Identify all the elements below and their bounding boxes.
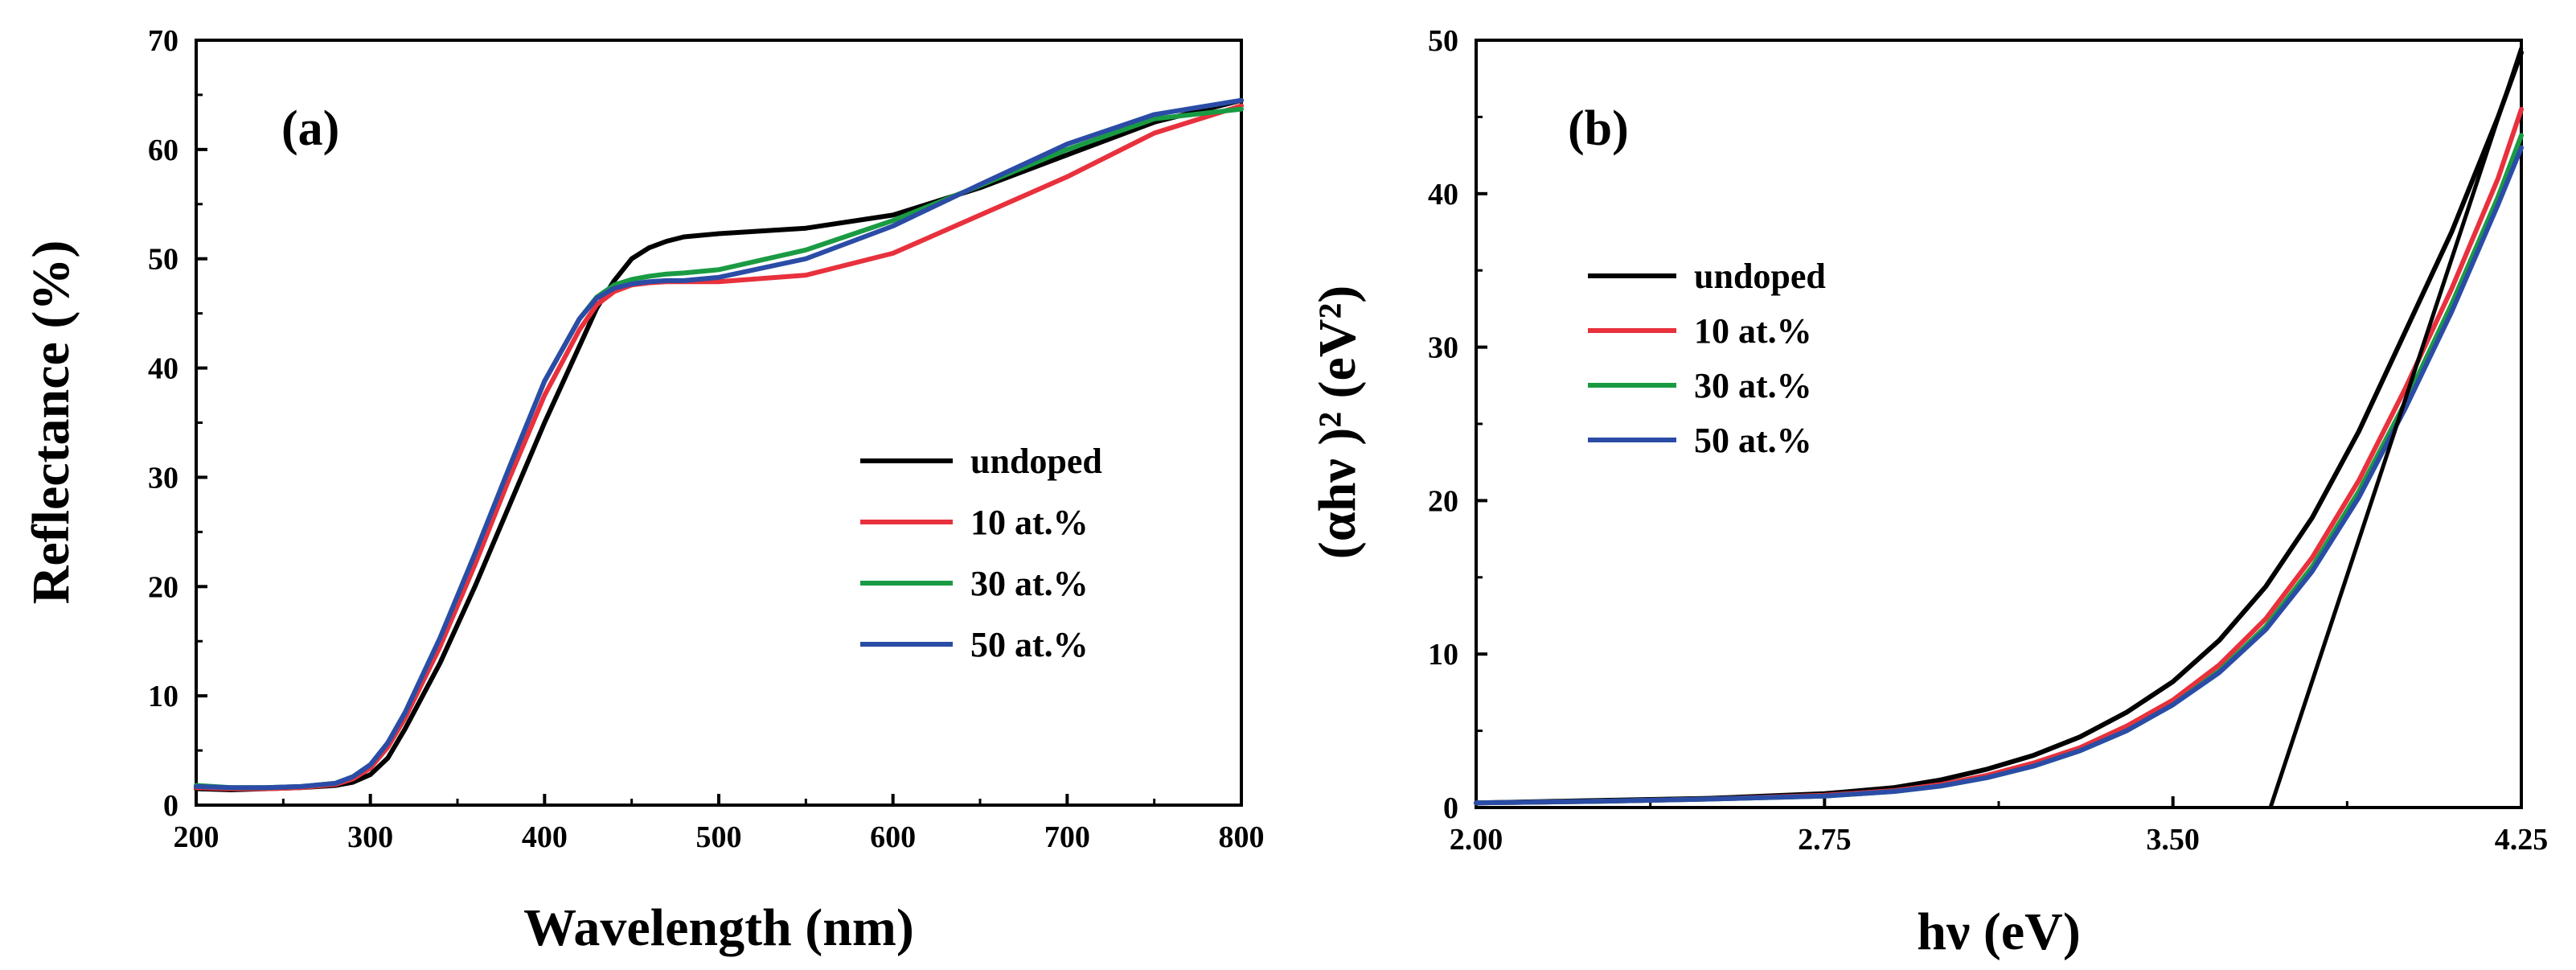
panel-a-y-axis-label: Reflectance (%) bbox=[22, 240, 80, 605]
panel-b-tangent-line bbox=[2268, 47, 2524, 808]
panel-a-y-ticks: 0 10 20 30 40 50 60 70 bbox=[148, 24, 207, 823]
panel-a-legend-label: 30 at.% bbox=[970, 564, 1089, 603]
panel-b-y-ticks: 0 10 20 30 40 50 bbox=[1428, 24, 1487, 825]
panel-a-label: (a) bbox=[281, 101, 339, 156]
panel-b-y-axis-label: (αhν )² (eV²) bbox=[1308, 286, 1367, 559]
panel-a-legend: undoped 10 at.% 30 at.% 50 at.% bbox=[860, 442, 1102, 664]
panel-a-series-50-at bbox=[194, 97, 1244, 791]
panel-b-series-50-at bbox=[1474, 145, 2524, 806]
panel-a-x-ticks: 200 300 400 500 600 700 800 bbox=[174, 794, 1265, 854]
panel-b-series bbox=[1474, 47, 2524, 808]
panel-a-x-axis-label: Wavelength (nm) bbox=[523, 898, 914, 957]
panel-a-x-tick-label: 800 bbox=[1219, 820, 1265, 854]
panel-a-y-tick-label: 70 bbox=[148, 24, 178, 58]
panel-a-plot-frame bbox=[195, 39, 1243, 807]
panel-b-y-tick-label: 50 bbox=[1428, 24, 1458, 58]
panel-a-y-tick-label: 20 bbox=[148, 570, 178, 604]
panel-b-x-tick-label: 2.00 bbox=[1450, 823, 1503, 857]
panel-b-x-ticks: 2.00 2.75 3.50 4.25 bbox=[1450, 796, 2549, 857]
panel-a-series bbox=[194, 97, 1244, 792]
panel-b-y-tick-label: 10 bbox=[1428, 638, 1458, 672]
panel-a-x-tick-label: 400 bbox=[522, 820, 568, 854]
panel-a-x-tick-label: 600 bbox=[870, 820, 916, 854]
panel-b-y-tick-label: 40 bbox=[1428, 178, 1458, 212]
panel-b-label: (b) bbox=[1568, 101, 1629, 156]
panel-b-x-axis-label: hν (eV) bbox=[1917, 902, 2081, 961]
panel-a-x-tick-label: 700 bbox=[1044, 820, 1090, 854]
panel-b-tauc-chart: 2.00 2.75 3.50 4.25 0 10 20 30 40 50 (b) hν (eV)… bbox=[1308, 24, 2548, 961]
panel-a-legend-label: undoped bbox=[970, 442, 1102, 481]
panel-b-legend-label: 10 at.% bbox=[1694, 311, 1812, 351]
panel-a-y-tick-label: 10 bbox=[148, 680, 178, 713]
panel-a-y-tick-label: 50 bbox=[148, 243, 178, 277]
panel-b-x-tick-label: 4.25 bbox=[2495, 823, 2549, 857]
panel-a-y-tick-label: 0 bbox=[163, 789, 178, 823]
panel-b-y-tick-label: 30 bbox=[1428, 331, 1458, 365]
panel-b-series-10-at bbox=[1474, 106, 2524, 806]
panel-a-x-tick-label: 200 bbox=[174, 820, 219, 854]
panel-b-legend: undoped 10 at.% 30 at.% 50 at.% bbox=[1588, 257, 1826, 460]
panel-a-x-tick-label: 300 bbox=[347, 820, 393, 854]
panel-a-y-tick-label: 60 bbox=[148, 134, 178, 167]
panel-b-y-tick-label: 0 bbox=[1443, 791, 1458, 825]
panel-a-y-tick-label: 30 bbox=[148, 461, 178, 495]
panel-b-x-tick-label: 2.75 bbox=[1798, 823, 1852, 857]
panel-b-series-undoped bbox=[1474, 50, 2524, 806]
panel-b-y-tick-label: 20 bbox=[1428, 484, 1458, 518]
panel-b-legend-label: 30 at.% bbox=[1694, 366, 1812, 405]
panel-a-x-tick-label: 500 bbox=[696, 820, 742, 854]
panel-a-reflectance-chart: 200 300 400 500 600 700 800 0 10 20 30 40 50 60 70 (a… bbox=[22, 24, 1265, 957]
panel-a-legend-label: 50 at.% bbox=[970, 625, 1089, 664]
panel-a-legend-label: 10 at.% bbox=[970, 503, 1089, 542]
panel-b-x-tick-label: 3.50 bbox=[2146, 823, 2200, 857]
panel-b-legend-label: 50 at.% bbox=[1694, 421, 1812, 460]
panel-a-y-tick-label: 40 bbox=[148, 352, 178, 386]
panel-b-legend-label: undoped bbox=[1694, 257, 1826, 296]
